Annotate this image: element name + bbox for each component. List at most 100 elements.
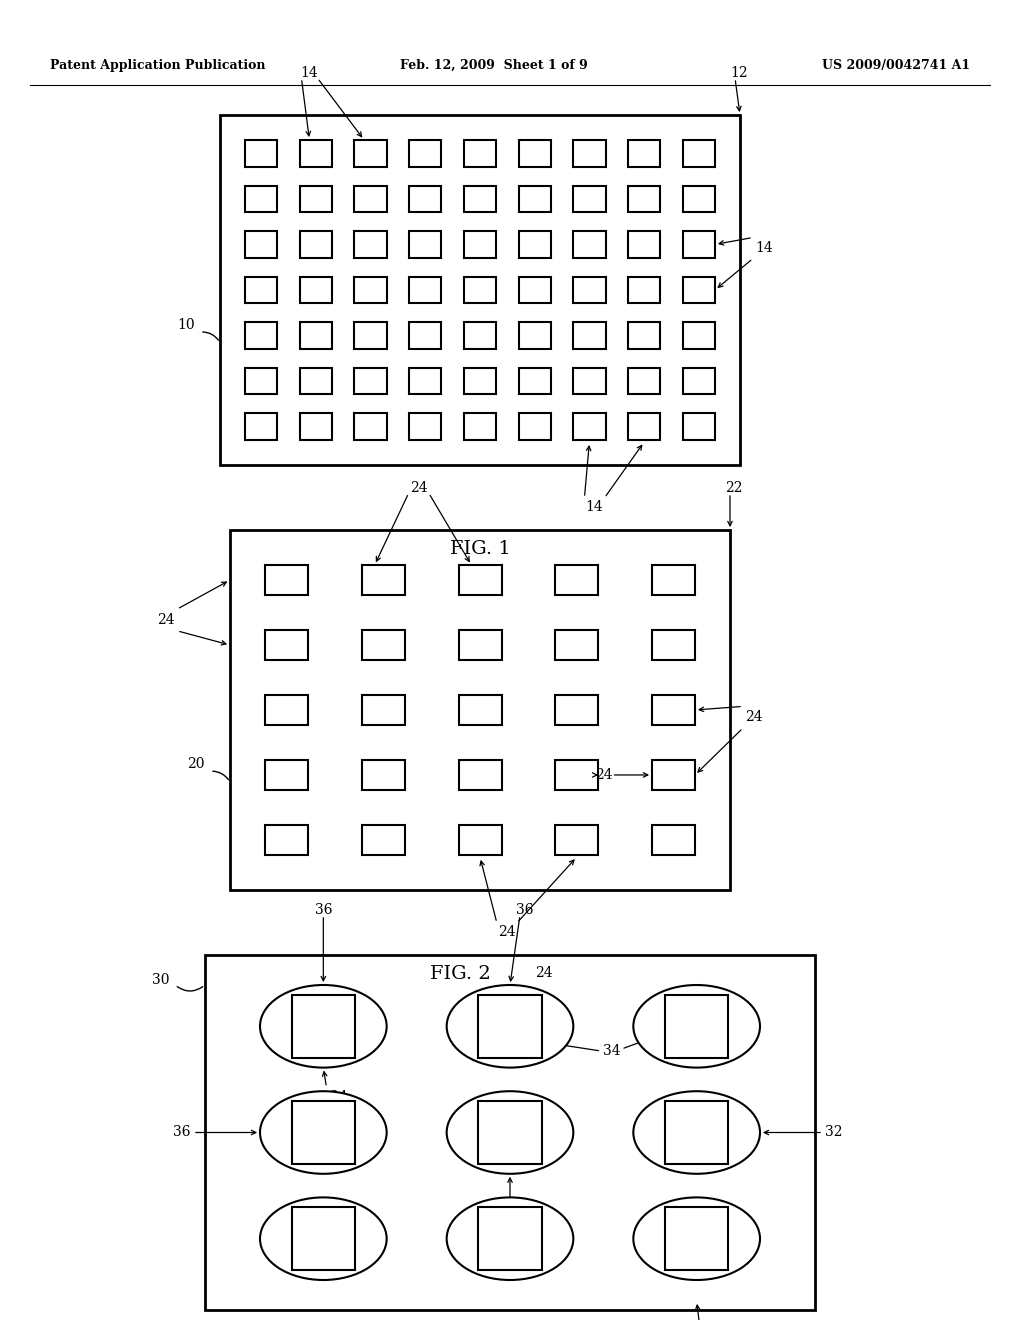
Bar <box>518 277 551 304</box>
Bar <box>410 231 441 257</box>
Bar <box>265 565 308 595</box>
Bar <box>665 1206 728 1270</box>
Bar <box>683 186 715 213</box>
Bar <box>518 140 551 166</box>
Text: 24: 24 <box>535 966 553 979</box>
Text: 10: 10 <box>177 318 195 333</box>
Bar <box>683 140 715 166</box>
Bar <box>265 630 308 660</box>
Text: 36: 36 <box>516 903 534 917</box>
Bar <box>683 368 715 395</box>
Bar <box>652 630 695 660</box>
Text: 20: 20 <box>187 756 205 771</box>
Bar <box>573 277 605 304</box>
Bar <box>628 186 660 213</box>
Bar <box>518 186 551 213</box>
Bar <box>518 231 551 257</box>
Bar <box>573 140 605 166</box>
Ellipse shape <box>446 1197 573 1280</box>
Bar <box>245 186 278 213</box>
Bar <box>245 413 278 440</box>
Bar <box>628 322 660 348</box>
Bar <box>300 186 332 213</box>
Text: 24: 24 <box>595 768 612 781</box>
Ellipse shape <box>260 1092 387 1173</box>
Bar <box>518 368 551 395</box>
Ellipse shape <box>260 1197 387 1280</box>
Bar <box>220 115 740 465</box>
Text: 34: 34 <box>330 1089 347 1104</box>
Text: 24: 24 <box>745 710 763 725</box>
Bar <box>628 413 660 440</box>
Text: 32: 32 <box>825 1126 843 1139</box>
Bar <box>573 368 605 395</box>
Ellipse shape <box>633 1197 760 1280</box>
Bar <box>354 322 387 348</box>
Bar <box>665 1101 728 1164</box>
Bar <box>361 825 404 855</box>
Bar <box>459 630 502 660</box>
Text: 24: 24 <box>410 480 428 495</box>
Bar <box>652 565 695 595</box>
Bar <box>245 231 278 257</box>
Bar <box>628 277 660 304</box>
Bar <box>410 277 441 304</box>
Bar <box>652 694 695 725</box>
Bar <box>354 277 387 304</box>
Bar <box>518 322 551 348</box>
Bar <box>683 322 715 348</box>
Bar <box>464 186 497 213</box>
Text: 34: 34 <box>603 1044 621 1059</box>
Bar <box>555 694 598 725</box>
Bar <box>410 322 441 348</box>
Text: 36: 36 <box>172 1126 190 1139</box>
Text: 30: 30 <box>153 973 170 987</box>
Ellipse shape <box>633 1092 760 1173</box>
Ellipse shape <box>446 985 573 1068</box>
Bar <box>555 630 598 660</box>
Text: 24: 24 <box>498 925 516 939</box>
Bar <box>478 1101 542 1164</box>
Bar <box>518 413 551 440</box>
Bar <box>459 694 502 725</box>
Bar <box>459 825 502 855</box>
Bar <box>555 825 598 855</box>
Bar <box>354 413 387 440</box>
Ellipse shape <box>633 985 760 1068</box>
Bar <box>361 565 404 595</box>
Bar <box>354 140 387 166</box>
Bar <box>410 186 441 213</box>
Bar <box>292 995 355 1057</box>
Bar <box>354 231 387 257</box>
Text: 22: 22 <box>725 480 742 495</box>
Bar <box>292 1101 355 1164</box>
Bar <box>245 277 278 304</box>
Bar <box>354 186 387 213</box>
Text: Patent Application Publication: Patent Application Publication <box>50 58 265 71</box>
Bar <box>265 825 308 855</box>
Bar <box>464 231 497 257</box>
Bar <box>628 231 660 257</box>
Bar <box>265 760 308 791</box>
Bar <box>683 277 715 304</box>
Bar <box>410 368 441 395</box>
Bar <box>573 186 605 213</box>
Bar <box>464 140 497 166</box>
Text: 34: 34 <box>501 1204 519 1218</box>
Bar <box>628 140 660 166</box>
Bar <box>361 630 404 660</box>
Bar <box>464 277 497 304</box>
Bar <box>300 368 332 395</box>
Bar <box>292 1206 355 1270</box>
Bar <box>464 322 497 348</box>
Bar <box>683 231 715 257</box>
Text: 14: 14 <box>755 242 773 255</box>
Bar <box>245 368 278 395</box>
Bar <box>628 368 660 395</box>
Bar <box>265 694 308 725</box>
Bar <box>478 1206 542 1270</box>
Bar <box>573 231 605 257</box>
Text: 14: 14 <box>586 500 603 513</box>
Bar <box>459 565 502 595</box>
Bar <box>573 322 605 348</box>
